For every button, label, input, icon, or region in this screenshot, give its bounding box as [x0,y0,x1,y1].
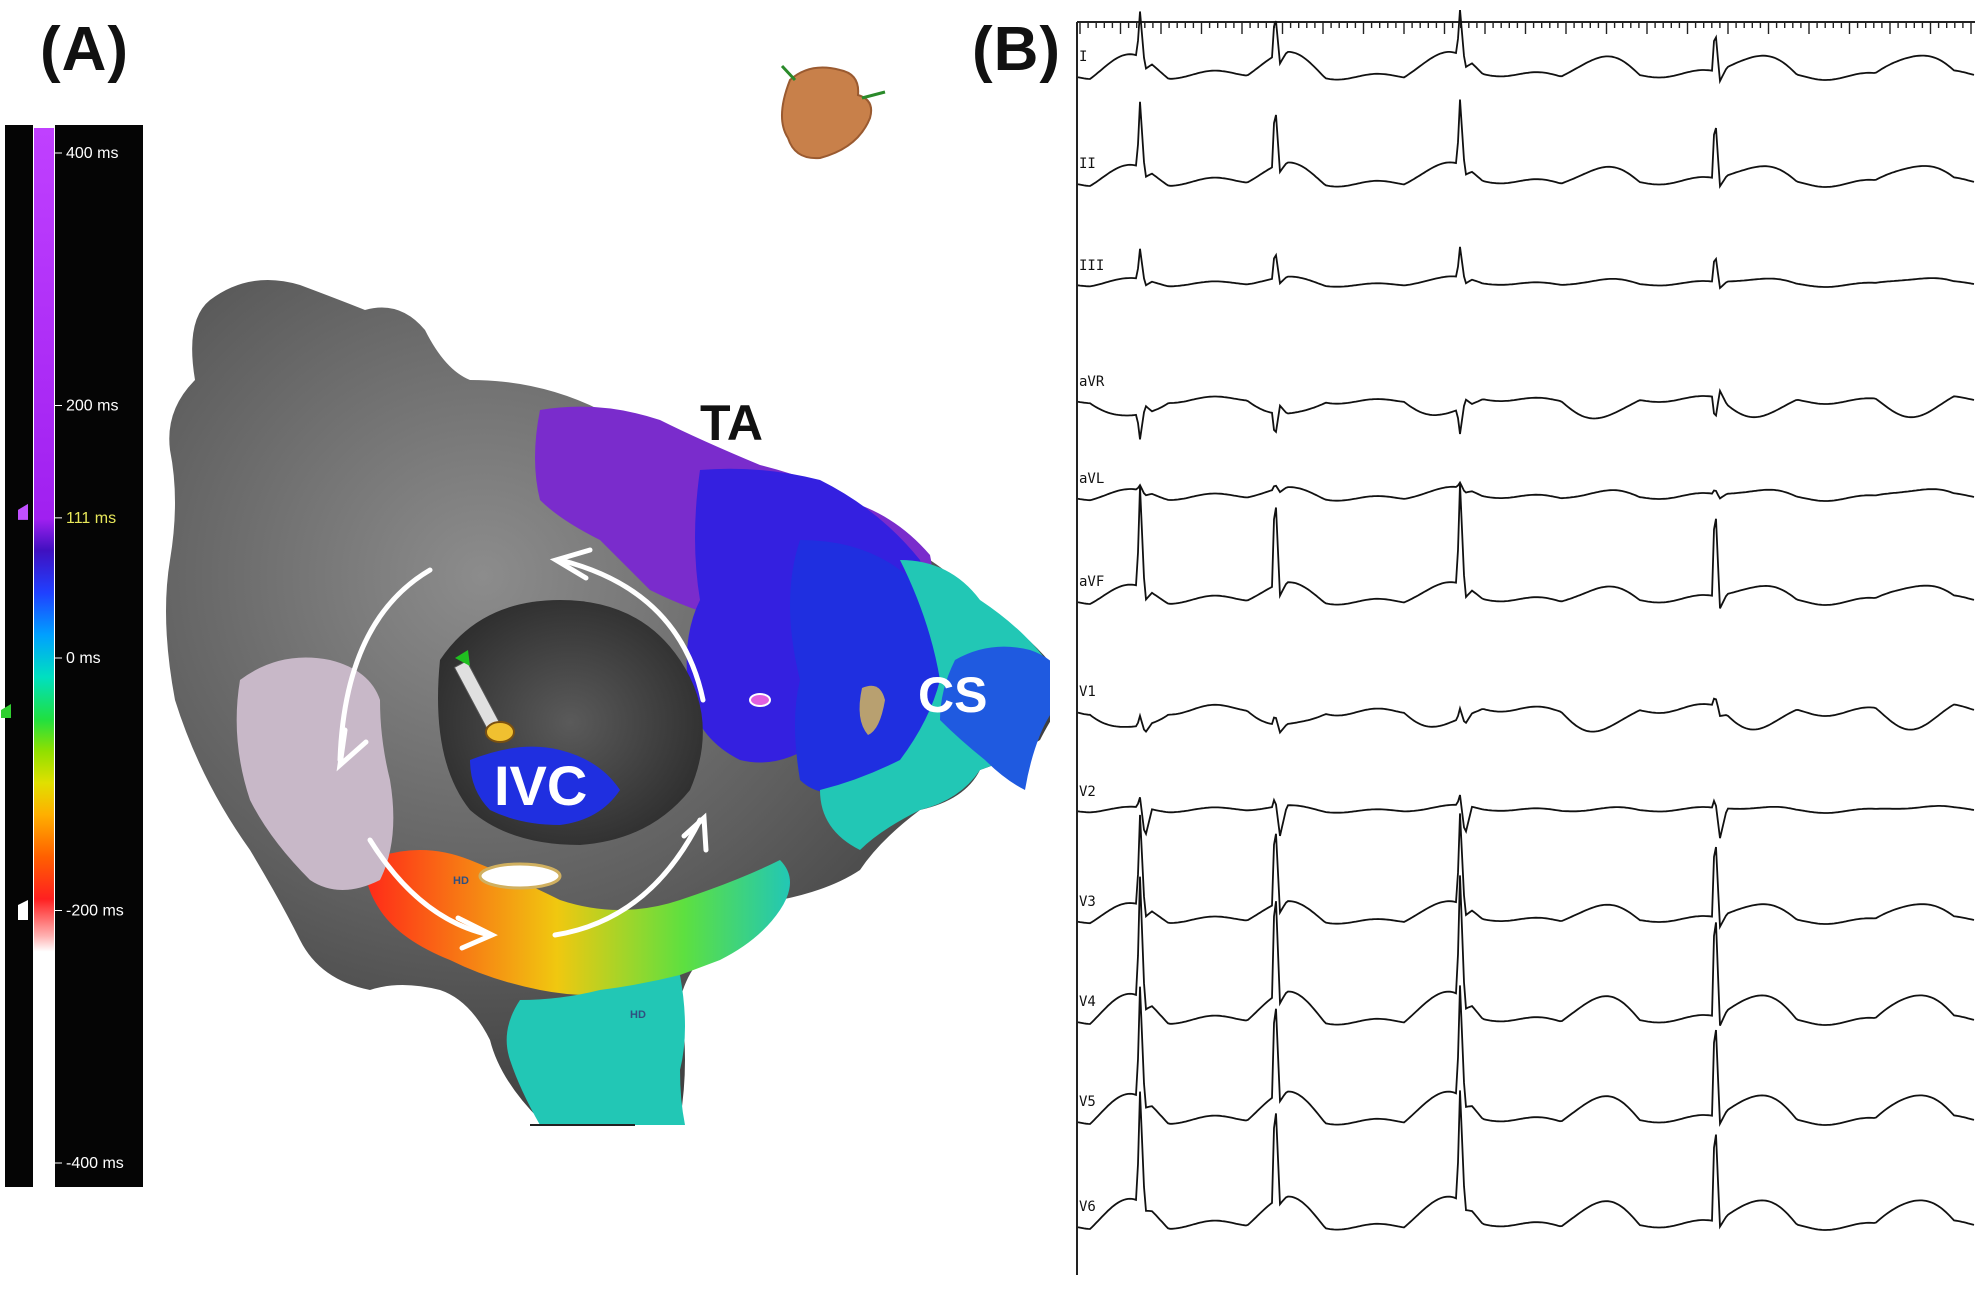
ta-label: TA [700,395,763,451]
catheter-spline-1 [780,64,797,82]
panel-a-label: (A) [40,15,130,84]
ecg-trace-V6 [1077,1090,1975,1231]
ecg-trace-I [1077,10,1975,85]
lead-label-V1: V1 [1079,684,1096,700]
lead-label-V5: V5 [1079,1094,1096,1110]
ivc-inner-blue [470,746,620,825]
teal-region-right [820,560,1050,850]
early-activation-region [366,850,790,995]
ecg-trace-aVF [1077,483,1975,609]
coronary-sinus [940,646,1050,790]
hd-label-1: HD [453,875,469,887]
reentry-circuit-arrows [336,547,709,951]
lead-label-I: I [1079,49,1087,65]
activation-map: TA CS IVC HD HD [166,64,1050,1126]
scale-label-0: 400 ms [66,145,118,162]
arrow-bottom-right [367,837,493,938]
scale-label-5: -400 ms [66,1155,124,1172]
ecg-trace-aVR [1077,388,1975,440]
current-value-marker [18,503,28,520]
ablation-catheter [453,650,515,743]
scale-label-2: 111 ms [66,510,116,527]
cs-label: CS [918,667,987,723]
catheter-ring [478,862,562,890]
arrow-top-left [557,557,706,703]
lead-label-III: III [1079,258,1104,274]
scale-label-3: 0 ms [66,650,101,667]
lead-label-aVF: aVF [1079,574,1104,590]
scale-label-4: -200 ms [66,903,124,920]
ecg-trace-V1 [1077,697,1975,735]
ivc-sleeve [506,975,685,1125]
tag-marker [749,693,771,707]
panel-b-label: (B) [972,15,1062,84]
lead-label-II: II [1079,156,1096,172]
ecg-trace-V5 [1077,985,1975,1127]
ecg-time-ruler [1077,21,1975,34]
hd-label-2: HD [630,1009,646,1021]
scale-ticks: 400 ms 200 ms 111 ms 0 ms -200 ms -400 ms [55,145,124,1172]
scale-gradient-bar [34,128,54,1184]
lead-label-aVL: aVL [1079,471,1104,487]
arrow-right-up [552,817,703,938]
lead-label-V4: V4 [1079,994,1096,1010]
arrowhead-bottom-right [455,915,498,951]
scale-label-panel [55,125,143,1187]
scale-label-1: 200 ms [66,398,118,415]
window-marker [18,900,28,920]
arrow-left-down [337,567,433,763]
ivc-label: IVC [494,754,587,817]
lead-label-V6: V6 [1079,1199,1096,1215]
ecg-trace-II [1077,99,1975,189]
arrowhead-right-up [681,812,709,853]
lead-label-V2: V2 [1079,784,1096,800]
lead-label-V3: V3 [1079,894,1096,910]
mapping-catheter-tip [781,66,873,160]
ecg-trace-V3 [1077,813,1975,930]
ecg-trace-III [1077,246,1975,290]
late-activation-left [236,657,394,890]
activation-color-scale: 400 ms 200 ms 111 ms 0 ms -200 ms -400 ms [1,125,143,1187]
scale-left-strip [5,125,33,1187]
arrowhead-left-down [336,727,369,772]
ecg-trace-aVL [1077,480,1975,502]
lead-label-aVR: aVR [1079,374,1105,390]
catheter-spline-2 [861,90,886,100]
tissue-tag [859,685,885,735]
ecg-trace-V4 [1077,875,1975,1026]
blue-region [790,540,954,794]
arrowhead-top-left [549,547,593,581]
ecg-trace-V2 [1077,794,1975,839]
reference-marker [1,704,11,718]
